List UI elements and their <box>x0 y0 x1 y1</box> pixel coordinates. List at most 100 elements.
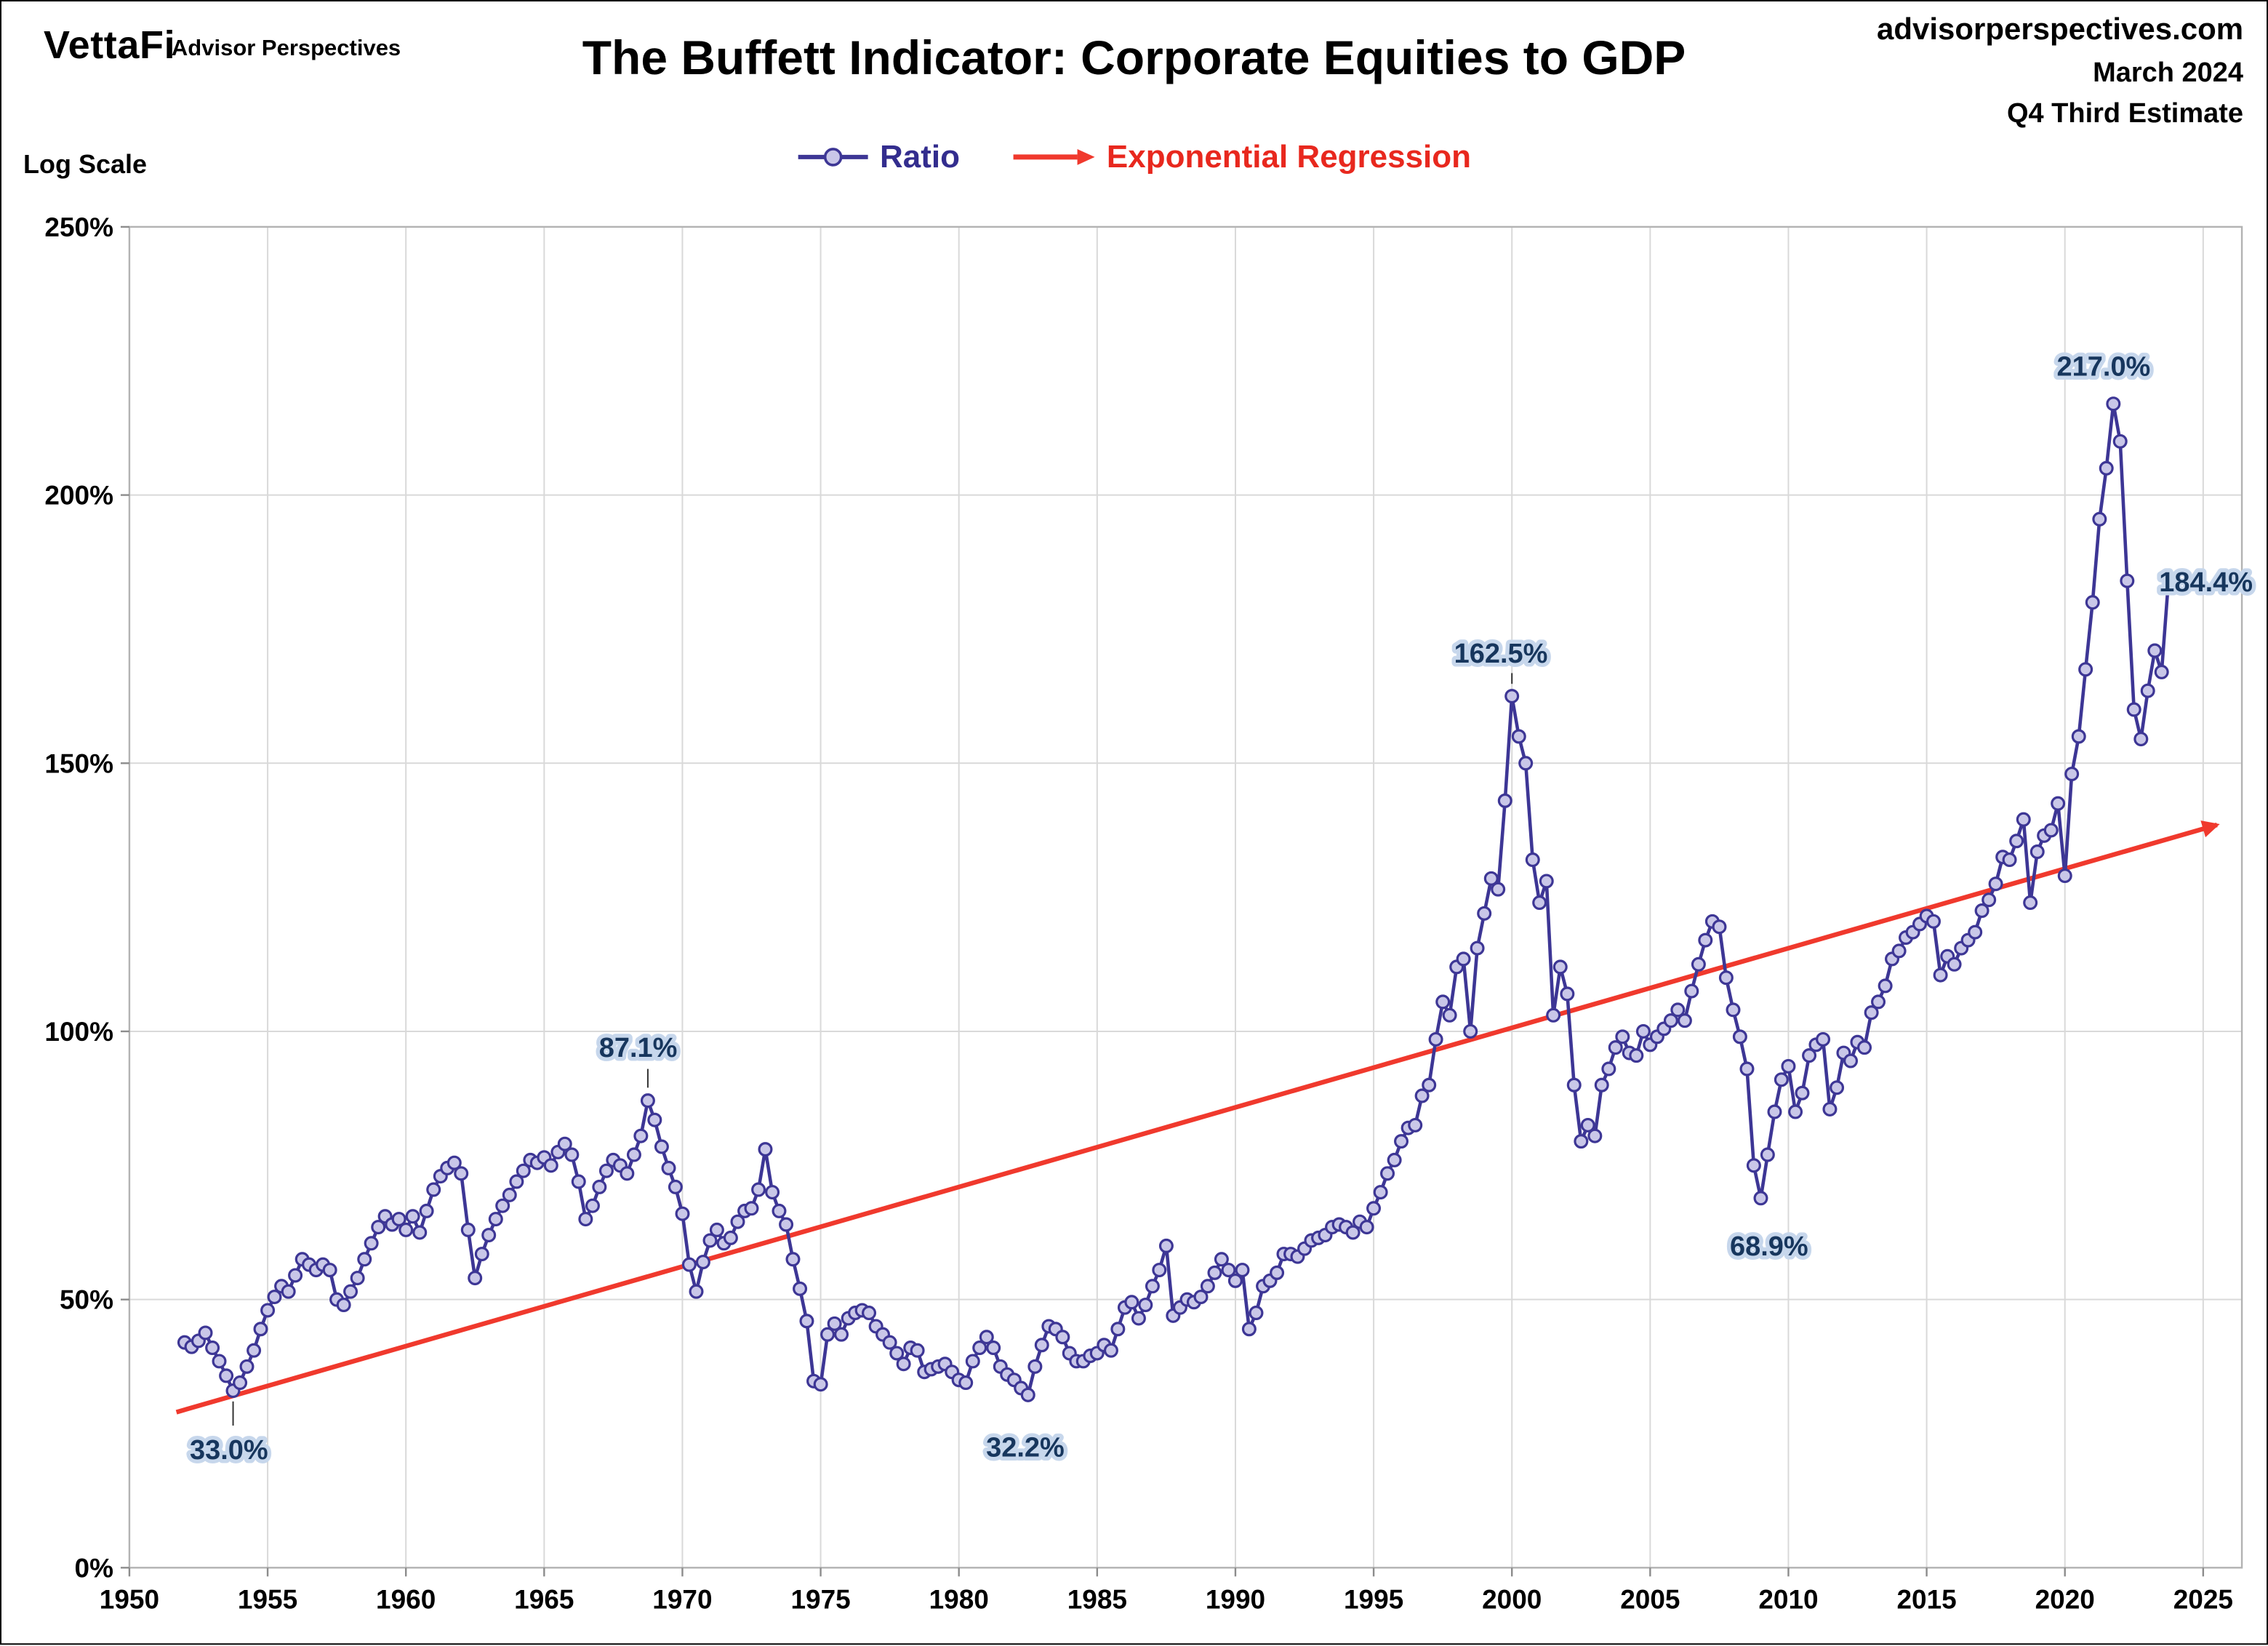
data-point <box>2147 643 2163 658</box>
x-tick-label: 2000 <box>1482 1584 1542 1614</box>
data-point <box>198 1325 213 1341</box>
regression-arrow-icon <box>1013 148 1095 165</box>
data-point <box>357 1252 372 1267</box>
data-point <box>1878 978 1893 994</box>
data-point <box>2120 573 2135 588</box>
data-point <box>1145 1279 1160 1294</box>
data-point <box>2029 844 2045 860</box>
axis-ticks <box>120 225 2205 1577</box>
advisor-perspectives-logo: Advisor Perspectives <box>171 36 401 61</box>
y-tick-label: 250% <box>44 212 113 242</box>
data-point <box>1947 956 1962 972</box>
x-tick-label: 2020 <box>2035 1584 2095 1614</box>
data-point <box>398 1222 414 1237</box>
x-tick-label: 1975 <box>790 1584 850 1614</box>
data-point <box>1698 932 1713 948</box>
data-point <box>785 1252 801 1267</box>
data-point <box>654 1139 669 1154</box>
data-point <box>2078 662 2093 677</box>
data-point <box>1822 1101 1838 1116</box>
x-tick-label: 2015 <box>1896 1584 1956 1614</box>
data-point <box>1532 895 1547 911</box>
data-point <box>460 1222 476 1237</box>
annotation-label: 87.1% <box>599 1033 678 1063</box>
data-point <box>661 1160 676 1175</box>
data-point <box>364 1236 379 1251</box>
data-point <box>1158 1238 1174 1253</box>
data-point <box>1781 1058 1796 1074</box>
x-tick-label: 1995 <box>1344 1584 1403 1614</box>
ratio-line-marker-icon <box>798 148 869 167</box>
data-point <box>702 1233 718 1248</box>
data-point <box>1746 1158 1761 1173</box>
data-point <box>578 1212 593 1227</box>
data-point <box>1380 1166 1395 1181</box>
data-point <box>1207 1265 1222 1280</box>
data-point <box>336 1298 351 1313</box>
data-point <box>1227 1273 1243 1288</box>
x-tick-label: 1970 <box>652 1584 712 1614</box>
data-point <box>834 1327 849 1342</box>
data-point <box>1587 1128 1603 1143</box>
data-point <box>626 1147 641 1162</box>
data-point <box>1435 994 1451 1010</box>
x-axis-labels: 1950 1955 1960 1965 1970 1975 1980 1985 1990 1995… <box>100 1584 2233 1614</box>
chart-legend: Ratio Exponential Regression <box>1 138 2267 176</box>
data-point <box>2085 595 2100 610</box>
data-point <box>1795 1085 1810 1100</box>
data-point <box>350 1271 365 1286</box>
data-point <box>2112 434 2128 449</box>
source-block: advisorperspectives.com March 2024 Q4 Th… <box>1877 13 2243 131</box>
data-point <box>986 1341 1001 1356</box>
data-point <box>1552 959 1568 975</box>
data-point <box>1574 1134 1589 1149</box>
data-point <box>1726 1002 1741 1018</box>
annotation-label: 33.0% <box>190 1435 268 1466</box>
data-point <box>1020 1387 1035 1402</box>
data-point <box>1221 1263 1236 1278</box>
data-point <box>675 1206 690 1221</box>
y-tick-label: 150% <box>44 748 113 778</box>
data-point <box>2051 796 2066 811</box>
data-point <box>1200 1279 1215 1294</box>
source-date: March 2024 <box>2093 58 2244 89</box>
data-point <box>1345 1225 1361 1240</box>
data-point <box>1830 1080 1845 1095</box>
y-tick-label: 50% <box>60 1285 113 1315</box>
data-point <box>2092 511 2107 527</box>
x-tick-label: 2010 <box>1758 1584 1818 1614</box>
data-point <box>1629 1048 1644 1063</box>
x-tick-label: 1965 <box>514 1584 574 1614</box>
data-point <box>1214 1252 1229 1267</box>
data-point <box>1560 986 1575 1002</box>
annotation-label: 184.4% <box>2159 567 2253 598</box>
data-point <box>1691 956 1706 972</box>
data-point <box>827 1316 842 1331</box>
data-point <box>620 1166 635 1181</box>
data-point <box>1456 951 1471 967</box>
data-point <box>689 1284 704 1299</box>
data-point <box>564 1147 580 1162</box>
page-title: The Buffett Indicator: Corporate Equitie… <box>582 30 1686 84</box>
data-point <box>1601 1061 1616 1076</box>
data-point <box>2154 664 2169 679</box>
data-point <box>1491 882 1506 897</box>
data-point <box>1857 1040 1872 1055</box>
x-tick-label: 1985 <box>1067 1584 1127 1614</box>
data-point <box>1193 1290 1209 1305</box>
data-point <box>668 1179 683 1194</box>
data-point <box>260 1303 276 1318</box>
data-point <box>1470 940 1485 956</box>
legend-label-ratio: Ratio <box>880 137 960 175</box>
data-point <box>1968 924 1983 940</box>
plot-border <box>128 225 2243 1569</box>
x-tick-label: 1955 <box>238 1584 297 1614</box>
data-point <box>1422 1077 1437 1092</box>
data-point <box>862 1306 877 1321</box>
data-point <box>2133 732 2149 747</box>
y-tick-label: 200% <box>44 481 113 511</box>
regression-line <box>175 820 2220 1415</box>
data-point <box>1027 1359 1043 1374</box>
data-point <box>412 1225 428 1240</box>
